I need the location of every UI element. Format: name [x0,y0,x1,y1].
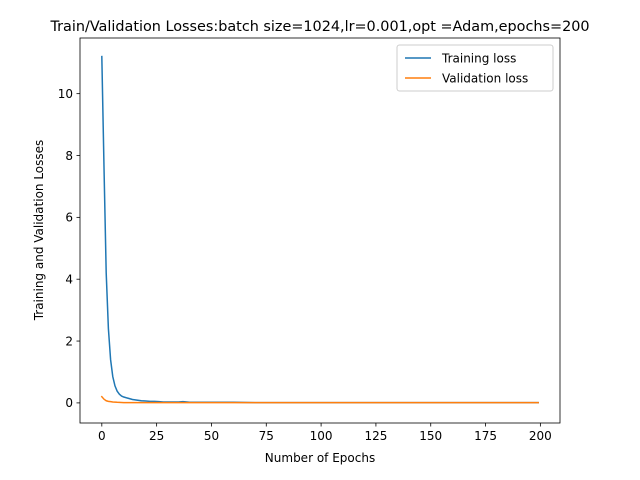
x-tick-label: 75 [259,429,274,443]
series-layer [100,55,539,404]
chart-title: Train/Validation Losses:batch size=1024,… [49,19,589,35]
legend-frame [396,44,554,92]
y-tick-label: 6 [65,211,73,225]
y-tick-label: 2 [65,334,73,348]
legend-label: Validation loss [442,71,528,85]
series-line-validation-loss [100,395,539,404]
axes-frame [79,37,561,424]
x-tick-label: 200 [529,429,552,443]
y-axis-label: Training and Validation Losses [32,140,46,322]
y-tick-label: 0 [65,396,73,410]
x-tick-label: 0 [98,429,106,443]
plot-area [80,38,560,423]
x-tick-label: 50 [204,429,219,443]
x-tick-label: 125 [364,429,387,443]
x-tick-label: 150 [419,429,442,443]
y-tick-label: 4 [65,273,73,287]
legend-label: Training loss [441,51,516,65]
legend: Training loss Validation loss [396,44,554,92]
x-tick-label: 25 [149,429,164,443]
axes-layer: 0 25 50 75 100 125 150 175 200 0 2 4 6 8 10 [58,37,561,443]
x-tick-label: 100 [310,429,333,443]
x-tick-label: 175 [474,429,497,443]
x-axis-label: Number of Epochs [265,451,375,465]
y-tick-label: 8 [65,149,73,163]
y-tick-label: 10 [58,87,73,101]
